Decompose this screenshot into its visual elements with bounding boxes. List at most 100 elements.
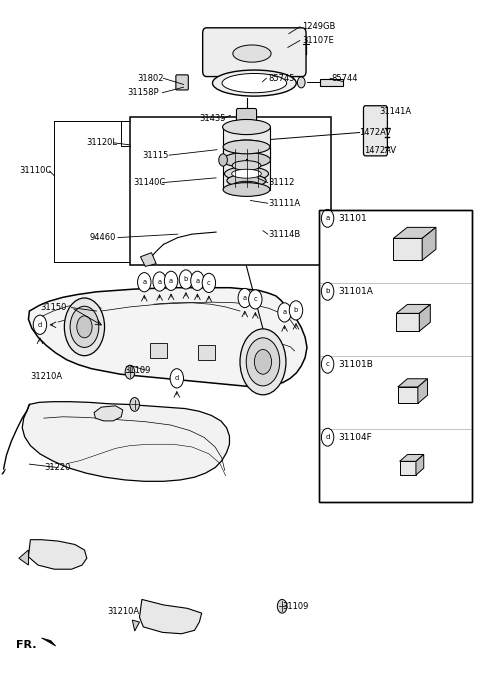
Text: d: d bbox=[325, 434, 330, 440]
Polygon shape bbox=[132, 620, 140, 631]
Text: 31112: 31112 bbox=[269, 178, 295, 187]
Circle shape bbox=[70, 306, 99, 347]
FancyBboxPatch shape bbox=[237, 109, 256, 128]
Circle shape bbox=[289, 301, 303, 320]
Circle shape bbox=[164, 271, 178, 290]
Ellipse shape bbox=[222, 74, 287, 93]
Text: 31435: 31435 bbox=[199, 114, 226, 123]
Polygon shape bbox=[400, 462, 416, 475]
Text: c: c bbox=[253, 297, 257, 302]
Circle shape bbox=[249, 290, 262, 309]
Text: 31114B: 31114B bbox=[269, 230, 301, 239]
Circle shape bbox=[240, 329, 286, 395]
Polygon shape bbox=[418, 379, 428, 403]
Text: 31115: 31115 bbox=[142, 151, 168, 160]
Text: 31104F: 31104F bbox=[338, 433, 372, 442]
Text: 31158P: 31158P bbox=[128, 88, 159, 97]
FancyBboxPatch shape bbox=[363, 106, 387, 156]
Circle shape bbox=[254, 350, 272, 374]
Text: 31141A: 31141A bbox=[379, 107, 411, 116]
Text: 1472AV: 1472AV bbox=[364, 146, 396, 155]
Polygon shape bbox=[398, 387, 418, 403]
Ellipse shape bbox=[232, 169, 261, 178]
Text: a: a bbox=[325, 215, 330, 222]
Circle shape bbox=[277, 599, 287, 613]
Bar bbox=[198, 345, 215, 360]
Circle shape bbox=[322, 282, 334, 300]
Text: d: d bbox=[175, 376, 179, 381]
Ellipse shape bbox=[223, 140, 270, 154]
Polygon shape bbox=[19, 550, 28, 565]
Text: b: b bbox=[184, 277, 188, 283]
Ellipse shape bbox=[232, 181, 261, 191]
Ellipse shape bbox=[213, 70, 296, 96]
Text: 31101: 31101 bbox=[338, 214, 367, 223]
Polygon shape bbox=[94, 406, 123, 421]
Bar bbox=[150, 343, 167, 358]
Ellipse shape bbox=[233, 45, 271, 62]
Text: 31101B: 31101B bbox=[338, 360, 373, 369]
Polygon shape bbox=[28, 288, 307, 387]
Ellipse shape bbox=[225, 167, 268, 180]
Bar bbox=[321, 79, 343, 86]
Polygon shape bbox=[140, 599, 202, 634]
Circle shape bbox=[64, 298, 105, 356]
Circle shape bbox=[322, 429, 334, 446]
Text: 85744: 85744 bbox=[331, 74, 358, 83]
Polygon shape bbox=[398, 379, 428, 387]
Polygon shape bbox=[416, 455, 424, 475]
Circle shape bbox=[125, 365, 135, 379]
Bar bbox=[232, 166, 261, 186]
Polygon shape bbox=[28, 539, 87, 569]
Ellipse shape bbox=[223, 120, 270, 135]
Text: d: d bbox=[38, 322, 42, 327]
Circle shape bbox=[322, 209, 334, 227]
Text: c: c bbox=[325, 361, 330, 367]
Ellipse shape bbox=[223, 153, 270, 168]
Text: 1472AV: 1472AV bbox=[359, 128, 391, 137]
Polygon shape bbox=[394, 227, 436, 238]
Polygon shape bbox=[396, 313, 420, 331]
Polygon shape bbox=[396, 304, 430, 313]
Text: FR.: FR. bbox=[16, 640, 36, 649]
Text: 31109: 31109 bbox=[282, 602, 309, 611]
Circle shape bbox=[238, 288, 252, 308]
Text: 1249GB: 1249GB bbox=[302, 22, 336, 31]
Circle shape bbox=[298, 77, 305, 88]
FancyBboxPatch shape bbox=[203, 28, 306, 76]
Circle shape bbox=[246, 338, 280, 386]
Ellipse shape bbox=[227, 174, 266, 186]
Bar bbox=[223, 147, 270, 189]
Circle shape bbox=[170, 369, 183, 388]
Text: 31110C: 31110C bbox=[19, 166, 51, 175]
Circle shape bbox=[202, 273, 216, 292]
Text: 31101A: 31101A bbox=[338, 287, 373, 296]
Text: a: a bbox=[282, 310, 287, 315]
Bar bbox=[227, 147, 266, 180]
Text: b: b bbox=[325, 288, 330, 294]
Circle shape bbox=[130, 398, 140, 411]
FancyBboxPatch shape bbox=[176, 75, 188, 90]
Polygon shape bbox=[141, 252, 156, 266]
Circle shape bbox=[278, 303, 291, 322]
Text: 31210A: 31210A bbox=[30, 372, 62, 380]
Circle shape bbox=[153, 272, 166, 291]
Text: 31802: 31802 bbox=[137, 74, 164, 83]
Text: 94460: 94460 bbox=[89, 233, 116, 242]
Polygon shape bbox=[400, 455, 424, 462]
Bar bbox=[319, 210, 472, 502]
Bar bbox=[130, 118, 331, 265]
Text: 31107E: 31107E bbox=[302, 36, 334, 45]
Text: a: a bbox=[169, 278, 173, 284]
Text: a: a bbox=[142, 279, 146, 286]
Text: 31140C: 31140C bbox=[134, 178, 166, 187]
Polygon shape bbox=[1, 469, 5, 475]
Text: c: c bbox=[207, 280, 211, 286]
Circle shape bbox=[322, 355, 334, 373]
Polygon shape bbox=[41, 638, 56, 646]
Polygon shape bbox=[22, 402, 229, 482]
Circle shape bbox=[179, 270, 192, 289]
Polygon shape bbox=[420, 304, 430, 331]
Ellipse shape bbox=[227, 140, 266, 153]
Text: 85745: 85745 bbox=[269, 74, 295, 83]
